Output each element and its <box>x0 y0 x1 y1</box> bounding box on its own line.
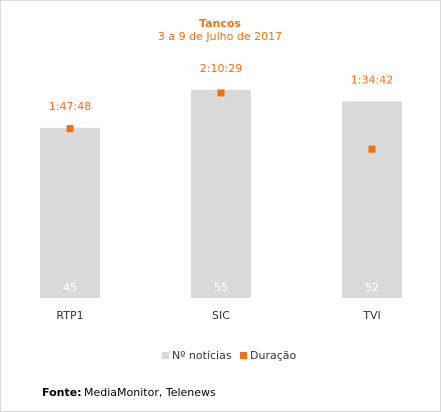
source-label: Fonte: <box>42 386 82 399</box>
legend-label: Nº notícias <box>172 349 232 362</box>
bar-value-label: 52 <box>365 281 379 294</box>
duration-label: 1:47:48 <box>49 100 91 113</box>
x-tick-label: TVI <box>362 309 381 322</box>
marker <box>66 125 74 133</box>
x-tick-label: RTP1 <box>56 309 83 322</box>
bar <box>40 127 100 299</box>
marker <box>217 89 225 97</box>
legend-swatch <box>240 352 247 359</box>
x-tick-label: SIC <box>212 309 230 322</box>
duration-label: 1:34:42 <box>351 73 393 86</box>
legend-label: Duração <box>250 349 296 362</box>
bar <box>342 101 402 298</box>
duration-label: 2:10:29 <box>200 62 242 75</box>
bar-value-label: 45 <box>63 281 77 294</box>
bar-value-label: 55 <box>214 281 228 294</box>
legend-swatch <box>162 352 169 359</box>
chart-subtitle: 3 a 9 de Julho de 2017 <box>158 30 282 43</box>
marker <box>368 145 376 153</box>
chart-title: Tancos <box>199 17 241 30</box>
bar <box>191 90 251 298</box>
source: MediaMonitor, Telenews <box>84 386 216 399</box>
